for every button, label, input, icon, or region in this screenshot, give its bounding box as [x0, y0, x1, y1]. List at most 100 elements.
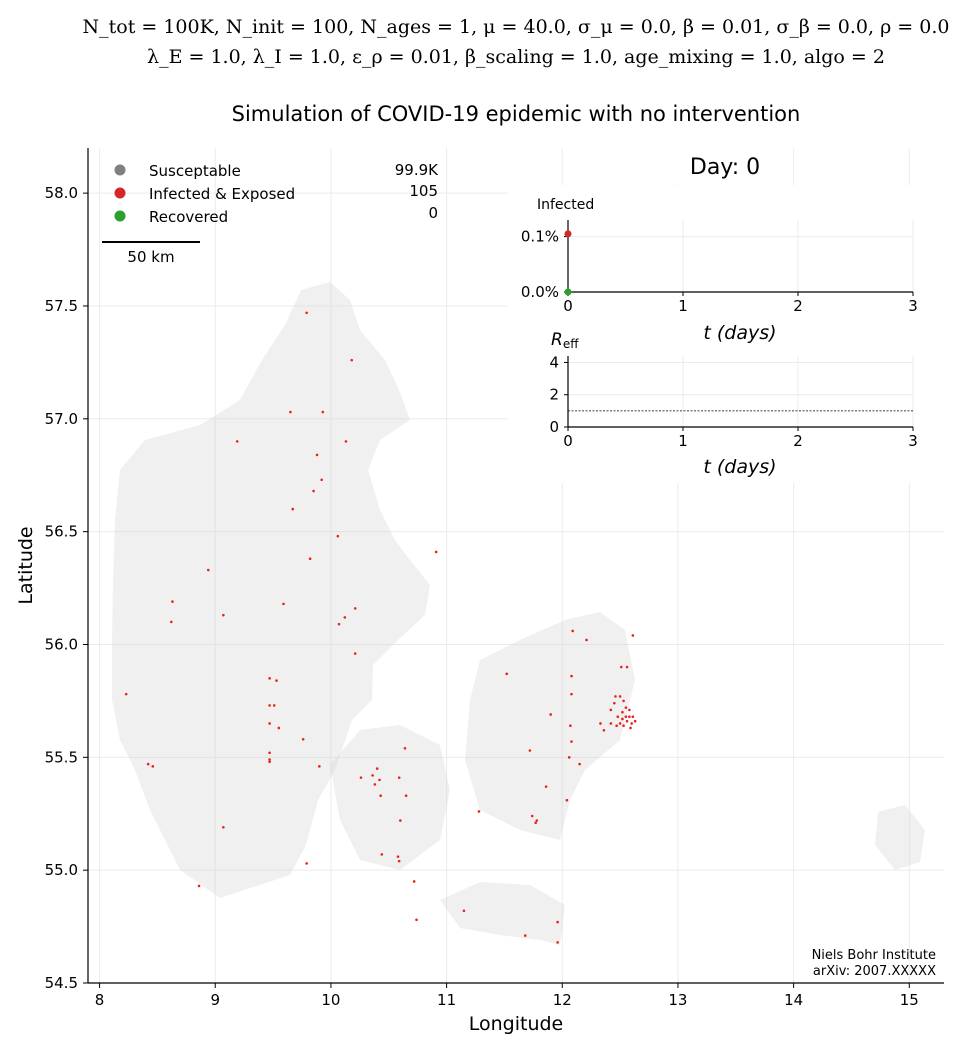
infected-point [305, 311, 308, 315]
infected-x-axis-label: t (days) [703, 322, 776, 344]
infected-point [462, 909, 466, 913]
infected-point [578, 762, 581, 766]
infected-point [268, 751, 271, 755]
reff-y-tick-label: 4 [549, 353, 559, 371]
infected-point [371, 774, 374, 777]
legend-value-susceptible: 99.9K [395, 161, 439, 179]
infected-point [337, 622, 341, 626]
map-y-tick-label: 57.0 [45, 410, 78, 428]
infected-point [301, 737, 305, 741]
infected-point [397, 776, 401, 779]
infected-point [631, 715, 635, 719]
map-x-tick-label: 12 [553, 991, 572, 1009]
scale-bar-label: 50 km [127, 248, 174, 266]
infected-point [380, 853, 384, 856]
infected-point [613, 701, 616, 705]
infected-point [396, 855, 400, 858]
infected-point [399, 819, 402, 822]
infected-point [171, 600, 174, 603]
reff-x-tick-label: 3 [908, 432, 918, 450]
infected-point [268, 722, 271, 725]
legend-marker-susceptible [114, 164, 126, 176]
infected-point [609, 708, 613, 712]
infected-y-tick-label: 0.0% [521, 283, 559, 301]
infected-point [585, 638, 588, 642]
map-y-tick-label: 56.0 [45, 635, 78, 653]
infected-point [530, 814, 534, 818]
infected-point [619, 665, 623, 669]
map-y-tick-label: 56.5 [45, 523, 78, 541]
infected-point [567, 756, 571, 759]
infected-point [616, 715, 620, 719]
infected-point [344, 440, 348, 443]
infected-point [570, 674, 573, 678]
infected-point [628, 715, 631, 719]
day-label: Day: 0 [690, 155, 760, 180]
infected-point [629, 726, 632, 730]
parameter-line-2: λ_E = 1.0, λ_I = 1.0, ε_ρ = 0.01, β_scal… [147, 46, 885, 68]
infected-point [146, 762, 150, 766]
map-axes: 8 9 10 11 12 13 14 1554.555.055.556.056.557.057… [15, 148, 944, 1035]
map-x-tick-label: 8 [95, 991, 105, 1009]
infected-point [291, 507, 295, 511]
infected-point [268, 760, 271, 764]
infected-point [282, 602, 285, 606]
map-y-tick-label: 55.5 [45, 748, 78, 766]
infected-title: Infected [537, 197, 594, 213]
infected-point [535, 819, 539, 822]
reff-x-tick-label: 0 [563, 432, 573, 450]
infected-x-tick-label: 0 [563, 297, 573, 315]
infected-point [403, 746, 407, 750]
infected-point [602, 728, 606, 732]
infected-inset-chart: 0 1 2 3 0.0% 0.1% Infected t (days) [521, 197, 918, 344]
infected-point [569, 724, 572, 728]
infected-point [350, 358, 354, 362]
infected-point [321, 410, 325, 414]
map-y-tick-label: 55.0 [45, 861, 78, 879]
map-infected-points [124, 311, 637, 944]
infected-point [549, 713, 553, 716]
infected-point [615, 724, 618, 728]
infected-point [318, 765, 321, 768]
map-x-tick-label: 13 [668, 991, 687, 1009]
infected-point [343, 616, 347, 619]
infected-point [272, 704, 276, 707]
infected-point [505, 672, 509, 676]
infected-point [630, 722, 633, 725]
infected-point [570, 740, 573, 743]
infected-point [625, 665, 629, 669]
infected-point [375, 767, 379, 770]
parameter-line-1: N_tot = 100K, N_init = 100, N_ages = 1, … [83, 16, 950, 38]
infected-point [624, 706, 628, 709]
infected-point [599, 722, 602, 725]
legend-label-recovered: Recovered [149, 208, 228, 226]
infected-point [277, 726, 281, 730]
infected-point [556, 920, 559, 924]
infected-point [169, 620, 173, 624]
infected-point [404, 794, 408, 797]
infected-point [544, 785, 548, 788]
map-x-tick-label: 11 [437, 991, 456, 1009]
infected-point [305, 862, 308, 865]
infected-point [222, 613, 225, 617]
infected-point [353, 607, 357, 610]
infected-point [151, 765, 155, 768]
infected-point [397, 859, 401, 863]
infected-point [315, 453, 319, 457]
infected-y-tick-label: 0.1% [521, 228, 559, 246]
infected-point [633, 719, 637, 723]
infected-point [622, 724, 625, 728]
reff-x-tick-label: 1 [678, 432, 688, 450]
infected-point [534, 821, 537, 825]
infected-point [624, 715, 628, 719]
legend-marker-infected [114, 187, 126, 199]
infected-point [523, 934, 527, 937]
map-x-tick-label: 15 [900, 991, 919, 1009]
infected-point [308, 557, 312, 561]
map-x-tick-label: 14 [784, 991, 803, 1009]
map-x-tick-label: 10 [321, 991, 340, 1009]
infected-point [235, 440, 239, 443]
map-y-tick-label: 58.0 [45, 184, 78, 202]
infected-series-point-infected [564, 230, 572, 238]
map-x-axis-label: Longitude [469, 1013, 564, 1035]
